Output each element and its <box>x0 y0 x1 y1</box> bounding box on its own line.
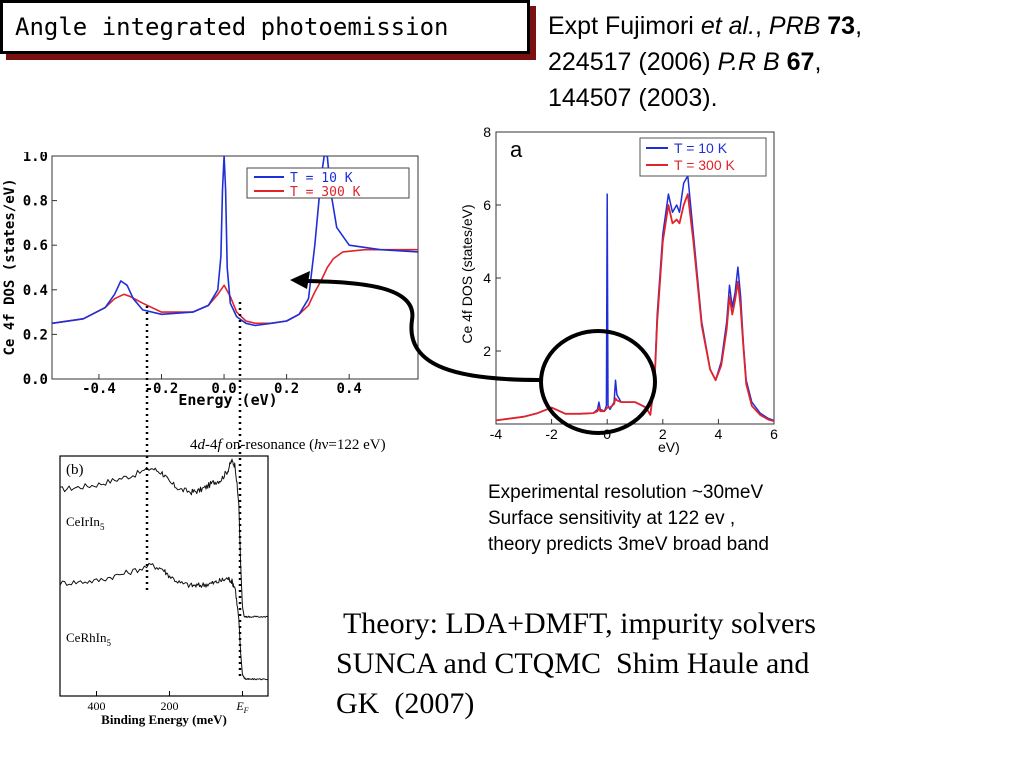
note-line: theory predicts 3meV broad band <box>488 534 769 555</box>
zoom-xlabel: Energy (eV) <box>178 391 277 409</box>
full-xlabel: eV) <box>658 439 680 455</box>
zoom-legend: T = 10 K T = 300 K <box>246 167 410 200</box>
slide-title: Angle integrated photoemission <box>15 13 449 41</box>
zoom-series-10k <box>52 156 418 327</box>
slide-title-box: Angle integrated photoemission <box>0 0 530 54</box>
full-x-tick-label: -2 <box>545 426 558 442</box>
zoom-y-tick-label: 0.6 <box>23 238 48 254</box>
reference-line-1: Expt Fujimori et al., PRB 73, <box>548 12 863 40</box>
zoom-x-tick-label: 0.0 <box>211 381 236 397</box>
zoom-y-tick-label: 1.0 <box>23 152 48 165</box>
note-line: Experimental resolution ~30meV <box>488 482 764 503</box>
zoom-y-tick-label: 0.4 <box>23 283 48 299</box>
full-y-tick-label: 6 <box>483 197 491 213</box>
spectra-x-tick-label: 200 <box>160 699 178 713</box>
spectra-panel-label: (b) <box>66 462 84 478</box>
full-y-tick-label: 2 <box>483 343 491 359</box>
zoom-x-tick-label: -0.2 <box>145 381 179 397</box>
theory-dos-zoom-chart: 0.0 0.2 0.4 0.6 0.8 1.0 -0.4 -0.2 0.0 0.2 0.4 Ce … <box>2 152 419 409</box>
full-x-tick-label: -4 <box>490 426 503 442</box>
note-line: Surface sensitivity at 122 ev , <box>488 508 736 529</box>
zoom-ylabel: Ce 4f DOS (states/eV) <box>2 178 18 355</box>
spectra-plot-frame <box>59 455 269 697</box>
resonance-caption: 4d-4f on-resonance (hν=122 eV) <box>190 437 386 453</box>
zoom-x-tick-label: -0.4 <box>82 381 116 397</box>
reference-text: Expt Fujimori et al., PRB 73, 224517 (20… <box>548 8 1018 116</box>
theory-line: Theory: LDA+DMFT, impurity solvers <box>336 607 816 640</box>
spectra-x-tick-label: EF <box>235 699 248 715</box>
zoom-y-tick-label: 0.0 <box>23 372 48 388</box>
full-x-tick-label: 6 <box>770 426 778 442</box>
photoemission-spectra-chart: 4d-4f on-resonance (hν=122 eV) (b) CeIrI… <box>59 437 386 727</box>
theory-text: Theory: LDA+DMFT, impurity solvers SUNCA… <box>336 604 996 724</box>
theory-line: SUNCA and CTQMC Shim Haule and <box>336 647 810 680</box>
zoom-x-tick-label: 0.2 <box>274 381 299 397</box>
spectra-xlabel: Binding Energy (meV) <box>101 712 227 727</box>
theory-line: GK (2007) <box>336 687 475 720</box>
full-legend: T = 10 K T = 300 K <box>639 137 767 177</box>
full-legend-300k: T = 300 K <box>674 157 736 173</box>
label-cerhin5: CeRhIn5 <box>66 630 111 648</box>
full-ylabel: Ce 4f DOS (states/eV) <box>459 204 475 343</box>
zoom-legend-10k: T = 10 K <box>290 171 353 186</box>
full-panel-label: a <box>510 137 523 162</box>
spectrum-cerhin5 <box>59 562 269 681</box>
zoom-series-300k <box>52 248 418 325</box>
full-legend-10k: T = 10 K <box>674 140 728 156</box>
full-x-tick-label: 2 <box>659 426 667 442</box>
reference-line-3: 144507 (2003). <box>548 84 718 112</box>
full-y-tick-label: 4 <box>483 270 491 286</box>
highlight-circle <box>539 329 657 435</box>
zoom-y-tick-label: 0.2 <box>23 327 48 343</box>
full-series-300k <box>495 193 775 422</box>
resolution-notes: Experimental resolution ~30meV Surface s… <box>488 480 769 558</box>
reference-line-2: 224517 (2006) P.R B 67, <box>548 48 822 76</box>
zoom-x-tick-label: 0.4 <box>337 381 362 397</box>
zoom-y-tick-label: 0.8 <box>23 194 48 210</box>
full-x-tick-label: 4 <box>715 426 723 442</box>
full-y-tick-label: 8 <box>483 124 491 140</box>
label-ceirin5: CeIrIn5 <box>66 514 105 532</box>
spectrum-ceirin5 <box>59 458 269 618</box>
zoom-legend-300k: T = 300 K <box>290 185 361 200</box>
spectra-x-tick-label: 400 <box>87 699 105 713</box>
